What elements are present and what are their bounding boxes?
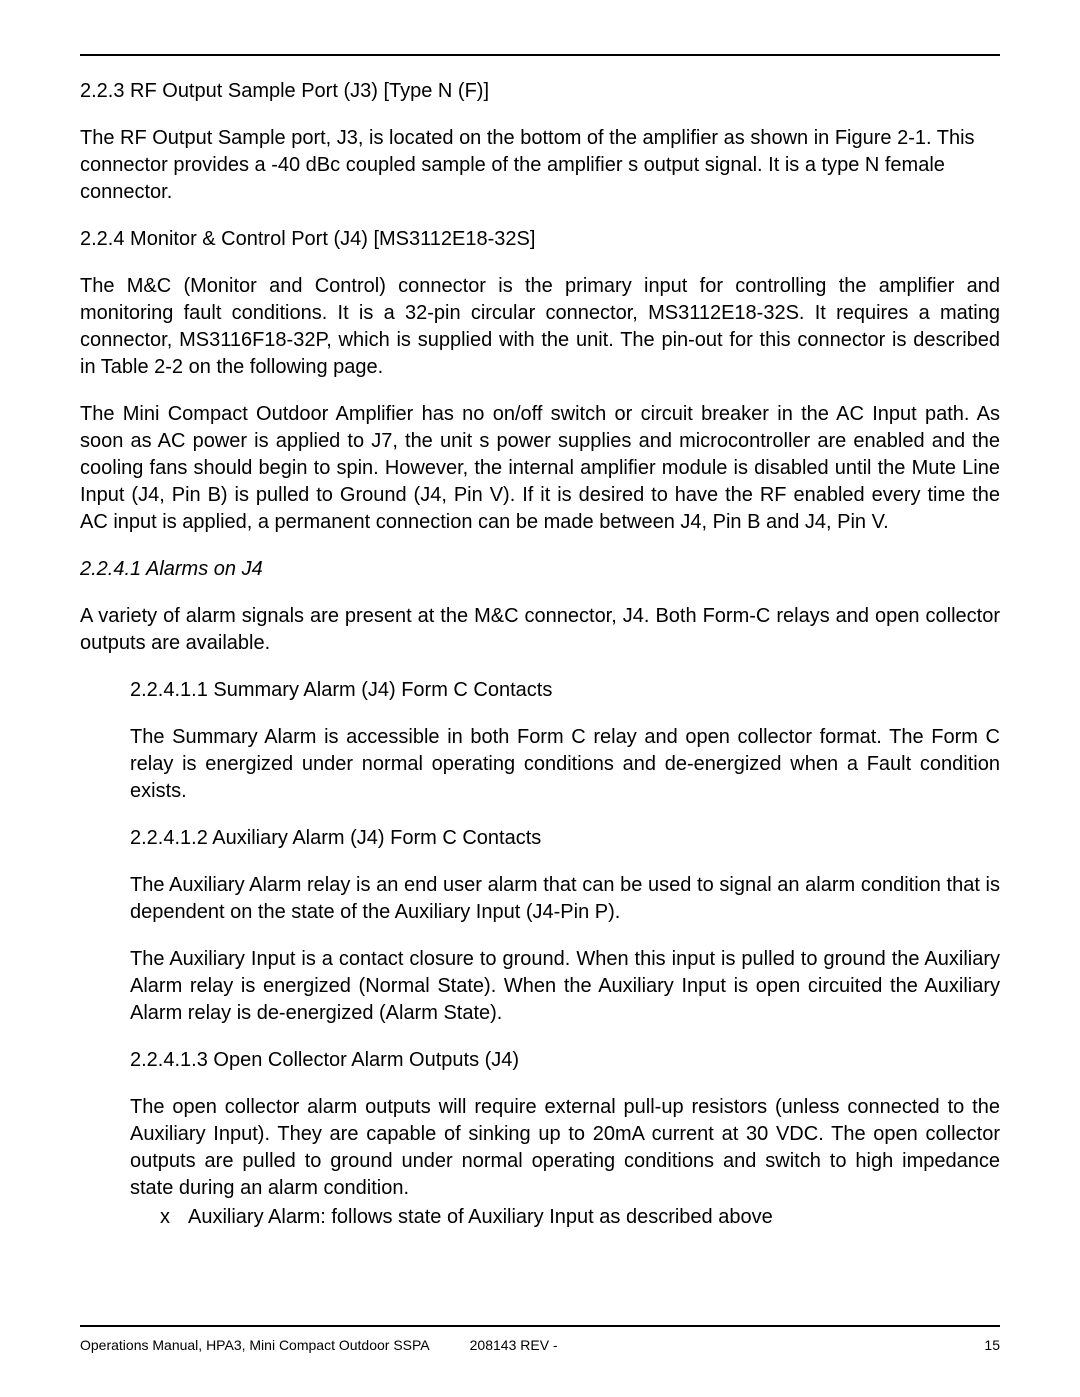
top-rule xyxy=(80,54,1000,56)
bullet-aux-alarm: x Auxiliary Alarm: follows state of Auxi… xyxy=(160,1204,1000,1231)
heading-2-2-3: 2.2.3 RF Output Sample Port (J3) [Type N… xyxy=(80,78,1000,105)
heading-2-2-4: 2.2.4 Monitor & Control Port (J4) [MS311… xyxy=(80,226,1000,253)
para-2-2-4-1-1: The Summary Alarm is accessible in both … xyxy=(130,724,1000,805)
para-2-2-4-2: The Mini Compact Outdoor Amplifier has n… xyxy=(80,401,1000,536)
para-2-2-3-1: The RF Output Sample port, J3, is locate… xyxy=(80,125,1000,206)
para-2-2-4-1-2a: The Auxiliary Alarm relay is an end user… xyxy=(130,872,1000,926)
footer-rule xyxy=(80,1325,1000,1327)
bullet-text: Auxiliary Alarm: follows state of Auxili… xyxy=(188,1204,773,1231)
bullet-mark: x xyxy=(160,1204,188,1231)
page-container: 2.2.3 RF Output Sample Port (J3) [Type N… xyxy=(0,0,1080,1397)
footer-page-number: 15 xyxy=(984,1337,1000,1353)
para-2-2-4-1-2b: The Auxiliary Input is a contact closure… xyxy=(130,946,1000,1027)
page-footer: Operations Manual, HPA3, Mini Compact Ou… xyxy=(80,1325,1000,1353)
footer-left: Operations Manual, HPA3, Mini Compact Ou… xyxy=(80,1337,558,1353)
para-2-2-4-1-3: The open collector alarm outputs will re… xyxy=(130,1094,1000,1202)
footer-doc-rev: 208143 REV - xyxy=(470,1337,558,1353)
heading-2-2-4-1-2: 2.2.4.1.2 Auxiliary Alarm (J4) Form C Co… xyxy=(130,825,1000,852)
footer-doc-title: Operations Manual, HPA3, Mini Compact Ou… xyxy=(80,1337,430,1353)
heading-2-2-4-1-3: 2.2.4.1.3 Open Collector Alarm Outputs (… xyxy=(130,1047,1000,1074)
para-2-2-4-1: The M&C (Monitor and Control) connector … xyxy=(80,273,1000,381)
footer-row: Operations Manual, HPA3, Mini Compact Ou… xyxy=(80,1337,1000,1353)
heading-2-2-4-1: 2.2.4.1 Alarms on J4 xyxy=(80,556,1000,583)
heading-2-2-4-1-1: 2.2.4.1.1 Summary Alarm (J4) Form C Cont… xyxy=(130,677,1000,704)
para-2-2-4-1-intro: A variety of alarm signals are present a… xyxy=(80,603,1000,657)
